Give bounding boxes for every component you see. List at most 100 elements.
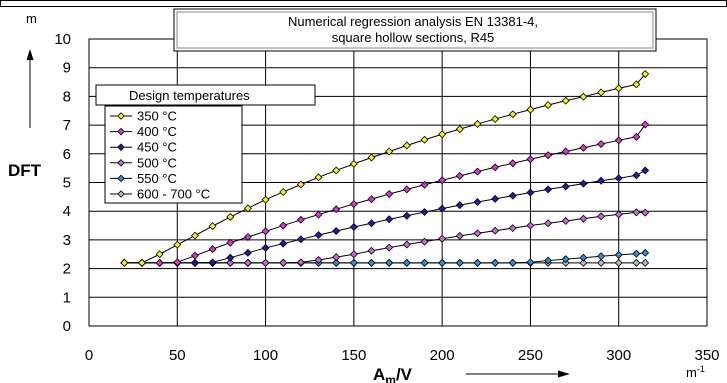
data-point [420,237,429,246]
x-tick-label: 200 [430,347,455,364]
x-axis-label-main: A [373,365,385,383]
data-point [632,132,641,141]
data-point [641,70,650,78]
data-point [420,258,429,267]
data-point [208,222,217,231]
data-point [614,210,623,219]
data-point [349,223,358,231]
data-point [402,141,411,150]
data-point [296,235,305,244]
data-point [473,198,482,206]
data-point [367,153,376,162]
chart-title-line-2: square hollow sections, R45 [332,30,495,45]
data-point [597,252,606,261]
y-axis-label: DFT [8,161,42,180]
data-point [508,110,517,119]
data-point [367,195,376,204]
x-unit-exp: -1 [697,364,705,374]
data-point [438,234,447,243]
data-point [526,105,535,114]
series-layer [120,70,650,267]
data-point [579,92,588,101]
data-point [226,253,235,262]
data-point [402,211,411,220]
data-point [632,80,641,89]
legend-marker [117,159,125,167]
y-axis-label-group: m DFT [8,11,42,180]
data-point [279,221,288,230]
y-tick-label: 0 [63,318,71,335]
legend-item: 400 °C [110,124,177,139]
data-point [349,250,358,259]
x-unit: m-1 [686,364,705,380]
data-point [314,256,323,264]
legend-title-box [95,84,316,106]
y-tick-label: 1 [63,289,71,306]
tick-labels: 0 50 100 150 200 250 300 350 0 1 2 3 4 5 6 7 8 9 10 [54,31,719,364]
x-tick-label: 50 [169,347,186,364]
legend-label: 350 °C [137,109,177,124]
data-point [208,245,217,254]
y-arrow-head [26,49,34,60]
x-axis-label-sub: m [385,373,396,383]
x-arrow-head [558,370,570,378]
data-point [491,115,500,124]
legend-marker [117,127,125,136]
data-point [473,229,482,238]
data-point [367,246,376,255]
data-point [473,258,482,267]
y-tick-label: 4 [63,203,71,220]
x-unit-base: m [686,365,697,380]
legend-label: 400 °C [137,124,177,139]
data-point [641,248,650,257]
data-point [349,200,358,208]
data-point [420,135,429,144]
legend-label: 550 °C [137,171,177,186]
data-point [544,256,553,265]
data-point [614,250,623,259]
data-point [579,258,588,267]
data-point [614,84,623,93]
data-point [544,101,553,109]
legend-item: 450 °C [110,140,177,155]
data-point [332,227,341,235]
data-point [420,180,429,189]
data-point [173,258,182,267]
data-point [526,188,535,197]
data-point [261,227,270,236]
data-point [544,219,553,228]
data-point [632,258,641,267]
data-point [597,140,606,149]
x-tick-label: 150 [341,347,366,364]
data-point [438,258,447,267]
data-point [526,221,535,230]
data-point [561,147,570,156]
series-2 [120,166,650,267]
data-point [579,143,588,152]
data-point [597,176,606,185]
data-point [614,136,623,145]
x-tick-label: 350 [694,347,719,364]
y-tick-label: 2 [63,261,71,278]
data-point [491,226,500,235]
data-point [491,163,500,172]
data-point [243,248,252,257]
data-point [455,125,464,134]
x-axis-label: Am/V [373,365,413,383]
data-point [632,171,641,180]
data-point [138,258,146,267]
data-point [279,258,288,267]
data-point [155,258,164,267]
data-point [579,179,588,188]
data-point [508,191,517,200]
data-point [332,205,341,214]
data-point [349,159,358,168]
data-point [314,210,323,219]
y-tick-label: 6 [63,146,71,163]
x-tick-label: 0 [85,347,93,364]
data-point [243,258,252,267]
legend-label: 450 °C [137,140,177,155]
data-point [526,155,535,164]
data-point [641,120,650,129]
